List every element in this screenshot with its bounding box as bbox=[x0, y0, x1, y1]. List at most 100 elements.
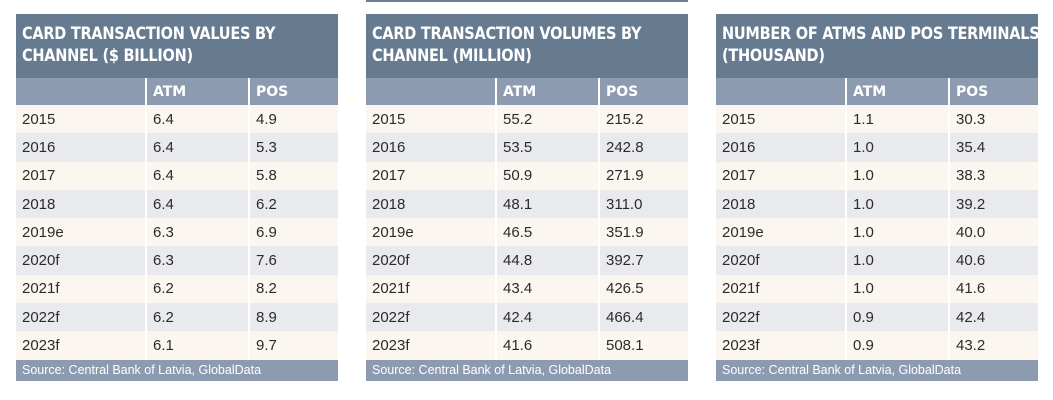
cell-year: 2023f bbox=[16, 331, 146, 360]
cell-year: 2022f bbox=[366, 303, 496, 332]
cell-pos: 35.4 bbox=[948, 133, 1038, 162]
cell-atm: 1.0 bbox=[845, 246, 949, 275]
table-title-line-2: CHANNEL ($ BILLION) bbox=[22, 46, 193, 65]
cell-atm: 46.5 bbox=[495, 218, 599, 247]
cell-pos: 242.8 bbox=[598, 133, 688, 162]
cell-pos: 39.2 bbox=[948, 189, 1038, 219]
header-row: ATM POS bbox=[716, 78, 1038, 105]
table-title: CARD TRANSACTION VALUES BY CHANNEL ($ BI… bbox=[16, 14, 338, 78]
cell-pos: 271.9 bbox=[598, 161, 688, 190]
cell-year: 2016 bbox=[716, 133, 846, 162]
cell-atm: 1.0 bbox=[845, 161, 949, 190]
cell-atm: 6.4 bbox=[145, 105, 249, 134]
column-header-pos: POS bbox=[948, 78, 1038, 105]
cell-year: 2018 bbox=[16, 189, 146, 219]
cell-pos: 5.3 bbox=[248, 133, 338, 162]
cell-pos: 311.0 bbox=[598, 189, 688, 219]
cell-year: 2020f bbox=[16, 246, 146, 275]
cell-pos: 392.7 bbox=[598, 246, 688, 275]
column-header-year bbox=[716, 78, 846, 105]
cell-year: 2016 bbox=[16, 133, 146, 162]
table-title: NUMBER OF ATMS AND POS TERMINALS (THOUSA… bbox=[716, 14, 1040, 78]
cell-atm: 1.1 bbox=[845, 105, 949, 134]
cell-atm: 6.3 bbox=[145, 246, 249, 275]
column-header-year bbox=[16, 78, 146, 105]
cell-pos: 43.2 bbox=[948, 331, 1038, 360]
cell-pos: 426.5 bbox=[598, 274, 688, 304]
cell-year: 2015 bbox=[716, 105, 846, 134]
column-header-pos: POS bbox=[248, 78, 338, 105]
cell-year: 2019e bbox=[16, 218, 146, 247]
table-row: 2018 1.0 39.2 bbox=[716, 189, 1038, 219]
table-row: 2016 1.0 35.4 bbox=[716, 133, 1038, 162]
table-row: 2023f 6.1 9.7 bbox=[16, 331, 338, 360]
top-rule bbox=[366, 0, 688, 2]
table-row: 2017 50.9 271.9 bbox=[366, 161, 688, 190]
table-title-line-2: CHANNEL (MILLION) bbox=[372, 46, 532, 65]
cell-atm: 44.8 bbox=[495, 246, 599, 275]
cell-pos: 7.6 bbox=[248, 246, 338, 275]
cell-pos: 30.3 bbox=[948, 105, 1038, 134]
table-row: 2020f 6.3 7.6 bbox=[16, 246, 338, 275]
cell-atm: 6.4 bbox=[145, 189, 249, 219]
table-row: 2019e 6.3 6.9 bbox=[16, 218, 338, 247]
cell-year: 2022f bbox=[716, 303, 846, 332]
table-row: 2015 55.2 215.2 bbox=[366, 105, 688, 134]
cell-atm: 1.0 bbox=[845, 274, 949, 304]
cell-pos: 38.3 bbox=[948, 161, 1038, 190]
table-row: 2021f 6.2 8.2 bbox=[16, 274, 338, 304]
cell-year: 2017 bbox=[366, 161, 496, 190]
cell-atm: 6.1 bbox=[145, 331, 249, 360]
column-header-atm: ATM bbox=[495, 78, 599, 105]
cell-year: 2019e bbox=[366, 218, 496, 247]
table-row: 2016 53.5 242.8 bbox=[366, 133, 688, 162]
cell-pos: 5.8 bbox=[248, 161, 338, 190]
table-row: 2023f 41.6 508.1 bbox=[366, 331, 688, 360]
cell-year: 2020f bbox=[716, 246, 846, 275]
cell-pos: 9.7 bbox=[248, 331, 338, 360]
cell-atm: 6.2 bbox=[145, 303, 249, 332]
cell-year: 2023f bbox=[366, 331, 496, 360]
table-row: 2022f 42.4 466.4 bbox=[366, 303, 688, 332]
cell-atm: 48.1 bbox=[495, 189, 599, 219]
column-header-year bbox=[366, 78, 496, 105]
cell-atm: 1.0 bbox=[845, 189, 949, 219]
cell-pos: 215.2 bbox=[598, 105, 688, 134]
table-row: 2016 6.4 5.3 bbox=[16, 133, 338, 162]
table-row: 2019e 1.0 40.0 bbox=[716, 218, 1038, 247]
cell-year: 2021f bbox=[366, 274, 496, 304]
cell-year: 2017 bbox=[16, 161, 146, 190]
cell-atm: 53.5 bbox=[495, 133, 599, 162]
cell-pos: 40.6 bbox=[948, 246, 1038, 275]
cell-atm: 6.3 bbox=[145, 218, 249, 247]
cell-atm: 55.2 bbox=[495, 105, 599, 134]
cell-atm: 43.4 bbox=[495, 274, 599, 304]
header-row: ATM POS bbox=[366, 78, 688, 105]
cell-atm: 1.0 bbox=[845, 133, 949, 162]
cell-pos: 42.4 bbox=[948, 303, 1038, 332]
data-table: ATM POS 2015 55.2 215.2 2016 53.5 242.8 2017 50… bbox=[366, 78, 688, 360]
card-values-table: CARD TRANSACTION VALUES BY CHANNEL ($ BI… bbox=[16, 14, 338, 381]
cell-pos: 466.4 bbox=[598, 303, 688, 332]
table-row: 2021f 43.4 426.5 bbox=[366, 274, 688, 304]
cell-atm: 0.9 bbox=[845, 331, 949, 360]
column-header-atm: ATM bbox=[845, 78, 949, 105]
table-row: 2018 6.4 6.2 bbox=[16, 189, 338, 219]
source-note: Source: Central Bank of Latvia, GlobalDa… bbox=[716, 359, 1038, 381]
table-title-line-1: CARD TRANSACTION VOLUMES BY bbox=[372, 24, 642, 43]
cell-pos: 40.0 bbox=[948, 218, 1038, 247]
table-title-line-2: (THOUSAND) bbox=[722, 46, 825, 65]
cell-pos: 8.9 bbox=[248, 303, 338, 332]
cell-year: 2022f bbox=[16, 303, 146, 332]
cell-pos: 351.9 bbox=[598, 218, 688, 247]
table-title: CARD TRANSACTION VOLUMES BY CHANNEL (MIL… bbox=[366, 14, 688, 78]
table-title-line-1: NUMBER OF ATMS AND POS TERMINALS bbox=[722, 24, 1040, 43]
table-row: 2019e 46.5 351.9 bbox=[366, 218, 688, 247]
cell-pos: 4.9 bbox=[248, 105, 338, 134]
card-volumes-table: CARD TRANSACTION VOLUMES BY CHANNEL (MIL… bbox=[366, 14, 688, 381]
table-row: 2022f 0.9 42.4 bbox=[716, 303, 1038, 332]
cell-year: 2021f bbox=[716, 274, 846, 304]
cell-atm: 42.4 bbox=[495, 303, 599, 332]
cell-year: 2019e bbox=[716, 218, 846, 247]
table-row: 2021f 1.0 41.6 bbox=[716, 274, 1038, 304]
